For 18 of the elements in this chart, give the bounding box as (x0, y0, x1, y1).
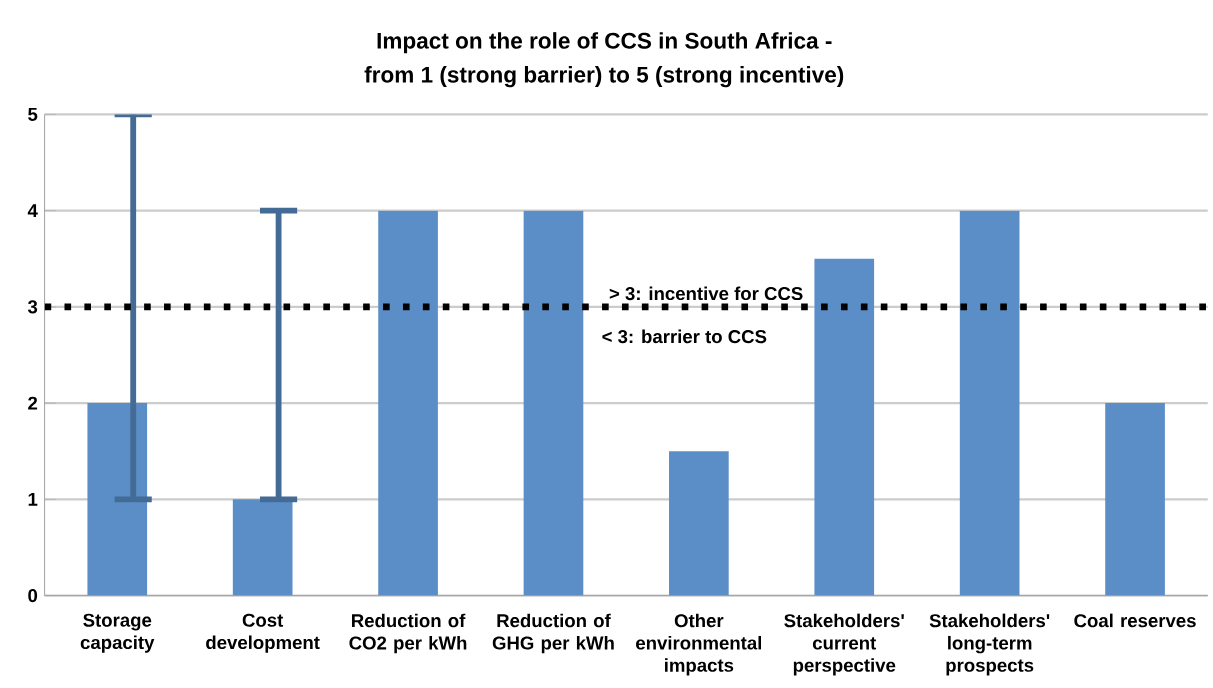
annotation: < 3: barrier to CCS (602, 329, 767, 343)
x-tick-label: Stakeholders' long-term prospects (929, 613, 1050, 676)
x-tick-label: Storage capacity (80, 613, 155, 653)
y-tick-label: 3 (27, 300, 38, 314)
x-tick-label: Reduction of GHG per kWh (492, 613, 614, 654)
x-tick-label: Stakeholders' current perspective (784, 613, 904, 676)
x-tick-label: Reduction of CO2 per kWh (349, 613, 467, 654)
ref-line-label: > 3: incentive for CCS (609, 286, 803, 300)
chart-title: Impact on the role of CCS in South Africa - (377, 31, 832, 53)
y-tick-label: 1 (28, 492, 38, 506)
chart-subtitle: from 1 (strong barrier) to 5 (strong incentive) (364, 65, 844, 87)
y-tick-label: 4 (27, 204, 38, 217)
y-tick-label: 0 (28, 588, 38, 602)
y-tick-label: 5 (28, 107, 38, 121)
x-tick-label: Cost development (206, 613, 320, 653)
x-tick-label: Other environmental impacts (636, 613, 762, 676)
x-tick-label: Coal reserves (1074, 613, 1196, 628)
y-tick-label: 2 (28, 396, 38, 410)
